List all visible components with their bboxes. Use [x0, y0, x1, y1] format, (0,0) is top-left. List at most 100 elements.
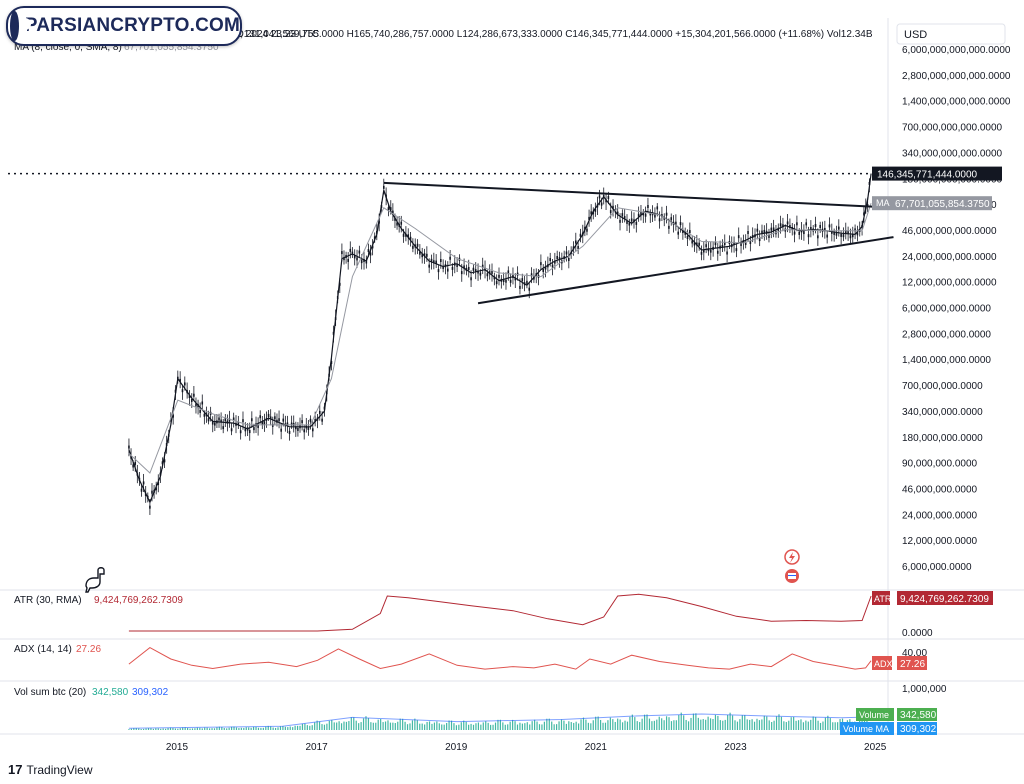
volume-bar	[719, 720, 721, 730]
candle-body	[558, 257, 561, 261]
volume-bar	[270, 726, 272, 730]
candle-body	[817, 235, 819, 239]
candle-body	[165, 443, 168, 447]
volume-bar	[492, 724, 494, 730]
volume-bar	[722, 720, 724, 730]
candle-body	[263, 421, 266, 425]
volume-bar	[255, 726, 257, 730]
candle-body	[414, 244, 417, 248]
candle-body	[528, 287, 531, 291]
volume-tag-value: 342,580	[900, 710, 937, 721]
candle-body	[533, 276, 535, 280]
footer-brand[interactable]: 17 TradingView	[8, 762, 93, 777]
volume-bar	[309, 725, 311, 730]
volume-bar	[326, 723, 328, 730]
volume-bar	[350, 717, 352, 730]
volume-bar	[702, 719, 704, 730]
price-series	[128, 173, 872, 515]
volume-bar	[472, 724, 475, 730]
volume-bar	[399, 718, 401, 730]
flash-icon[interactable]	[784, 549, 800, 565]
volume-bar	[314, 722, 316, 730]
volume-bar	[416, 720, 418, 730]
volume-bar	[509, 721, 511, 730]
candle-body	[826, 234, 828, 238]
volume-bar	[519, 722, 521, 730]
trendline	[383, 181, 898, 209]
volume-bar	[362, 718, 365, 730]
volume-bar	[714, 714, 717, 730]
candle-body	[328, 373, 330, 377]
volume-bar	[428, 721, 431, 730]
volume-bar	[441, 724, 443, 730]
candle-body	[684, 231, 686, 235]
trendlines[interactable]	[383, 181, 898, 305]
dino-icon[interactable]	[85, 567, 105, 593]
candle-body	[716, 250, 719, 254]
adx-tag: ADX 27.26	[872, 656, 927, 670]
candle-body	[670, 217, 673, 221]
volume-bar	[756, 718, 758, 730]
candle-body	[163, 459, 166, 463]
flag-icon[interactable]	[785, 569, 799, 583]
time-axis[interactable]: 2015 2017 2019 2021 2023 2025	[166, 742, 887, 753]
volume-bar	[245, 727, 247, 730]
candle-body	[730, 244, 733, 248]
volume-bar	[570, 722, 572, 730]
volume-bar	[744, 715, 746, 730]
volume-bar	[585, 719, 587, 730]
candle-body	[658, 218, 661, 222]
candle-body	[565, 251, 568, 255]
volume-bar	[370, 722, 372, 730]
volume-bar	[731, 715, 734, 730]
currency-button[interactable]: USD	[896, 23, 1006, 45]
volume-bar	[355, 720, 357, 730]
candle-body	[433, 260, 435, 264]
candle-body	[442, 265, 444, 269]
candle-body	[463, 265, 465, 269]
candle-body	[201, 401, 204, 405]
volume-bar	[436, 721, 438, 730]
volume-bar	[504, 724, 506, 730]
candle-body	[484, 267, 486, 271]
time-axis-label: 2019	[445, 742, 468, 753]
volume-ma-tag-value: 309,302	[900, 724, 937, 735]
adx-tag-value: 27.26	[900, 659, 925, 670]
volume-bar	[626, 721, 629, 730]
candle-body	[207, 418, 210, 422]
volume-bar	[216, 727, 218, 730]
volume-bar	[709, 718, 712, 730]
candle-body	[800, 229, 803, 233]
volume-bar	[771, 722, 773, 730]
volume-bar	[507, 724, 509, 730]
price-axis-label: 24,000,000.0000	[902, 510, 978, 521]
price-line	[128, 173, 872, 504]
candle-body	[339, 282, 341, 286]
volume-bar	[306, 725, 308, 730]
volume-bar	[648, 718, 651, 730]
volume-bar	[717, 715, 719, 730]
volume-bar	[790, 717, 792, 730]
candle-body	[586, 228, 588, 232]
candle-body	[486, 273, 489, 277]
volume-bar	[194, 728, 196, 730]
candle-body	[276, 419, 278, 423]
price-axis-label: 340,000,000,000.0000	[902, 148, 1003, 159]
price-axis-label: 6,000,000,000.0000	[902, 304, 991, 315]
candle-body	[257, 424, 259, 428]
candle-body	[177, 376, 179, 380]
candle-body	[184, 382, 186, 386]
atr-legend: ATR (30, RMA)	[14, 595, 82, 606]
price-axis-label: 46,000,000,000.0000	[902, 226, 997, 237]
candle-body	[521, 278, 524, 282]
volume-bar	[494, 722, 497, 730]
volume-bar	[766, 716, 768, 730]
candle-body	[371, 245, 374, 249]
price-axis[interactable]: 6,000,000,000,000.0000 2,800,000,000,000.…	[902, 45, 1011, 573]
candle-body	[607, 196, 610, 200]
volume-bar	[130, 728, 132, 730]
candle-body	[195, 403, 197, 407]
candle-body	[423, 253, 426, 257]
candle-body	[751, 235, 754, 239]
